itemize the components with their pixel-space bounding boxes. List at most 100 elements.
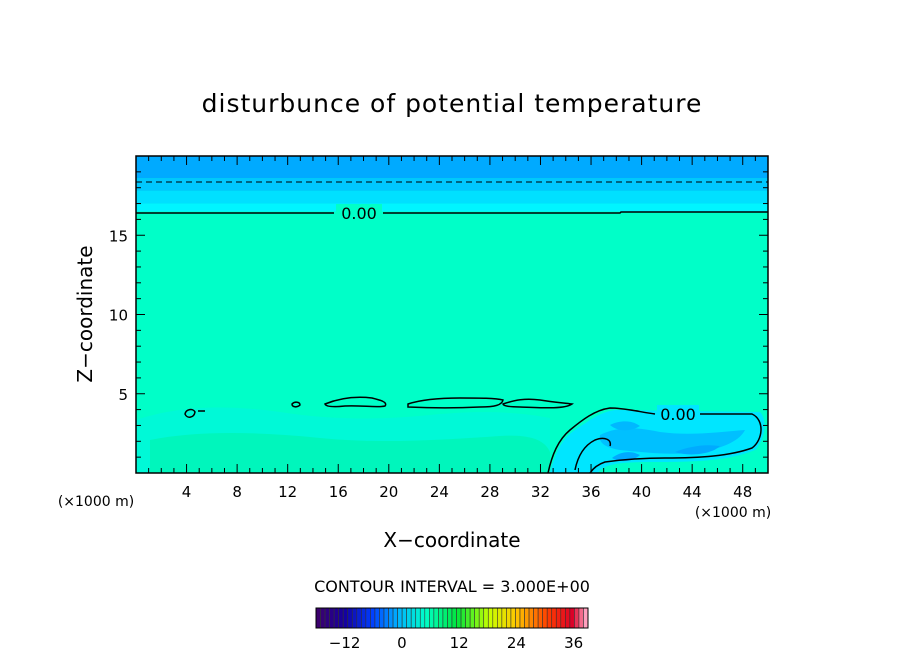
colorbar-ticks: −12 0 12 24 36: [329, 634, 583, 652]
colorbar-cell: [546, 607, 553, 629]
colorbar-cell: [320, 607, 326, 629]
x-tick-label: 12: [278, 483, 297, 501]
x-tick-label: 44: [683, 483, 702, 501]
colorbar-tick-label: 36: [564, 634, 583, 652]
colorbar-cell: [365, 607, 371, 629]
colorbar-cell: [415, 607, 421, 629]
x-unit-right: (×1000 m): [695, 505, 771, 521]
contour-cold-pool-outer: [547, 407, 762, 473]
low-patch-green: [150, 433, 550, 473]
contour-interval-text: CONTOUR INTERVAL = 3.000E+00: [314, 577, 590, 596]
colorbar-cell: [506, 607, 512, 629]
colorbar-cell: [351, 607, 358, 629]
x-tick-label: 28: [480, 483, 499, 501]
contour-low-blob-1: [324, 396, 387, 408]
colorbar-cell: [451, 607, 457, 629]
colorbar-cell: [379, 607, 385, 629]
colorbar-cell: [388, 607, 394, 629]
colorbar-cell: [397, 607, 403, 629]
x-tick-label: 16: [329, 483, 348, 501]
colorbar-cell: [537, 607, 543, 629]
field-upper-layer-1: [136, 203, 768, 212]
colorbar-cell: [465, 607, 471, 629]
contour-label-lower: 0.00: [660, 405, 696, 424]
colorbar-cell: [374, 607, 380, 629]
colorbar-tick-label: 0: [397, 634, 407, 652]
colorbar-cell: [338, 607, 344, 629]
colorbar-cell: [551, 607, 557, 629]
x-tick-label: 24: [430, 483, 449, 501]
colorbar-cell: [370, 607, 376, 629]
contour-small-blob: [291, 401, 301, 408]
colorbar-cell: [460, 607, 466, 629]
y-axis-label: Z−coordinate: [73, 245, 97, 382]
colorbar-cell: [347, 607, 353, 629]
colorbar-cell: [524, 607, 530, 629]
y-tick-label: 5: [118, 386, 128, 404]
colorbar-cell: [392, 607, 398, 629]
contour-low-blob-3: [502, 398, 574, 409]
colorbar-cell: [447, 607, 453, 629]
colorbar: [315, 607, 589, 629]
contour-lines: [136, 181, 768, 473]
colorbar-cell: [401, 607, 407, 629]
cold-pool-streak-2: [675, 445, 720, 455]
contour-cold-pool-inner: [574, 437, 612, 471]
colorbar-cell: [429, 607, 435, 629]
colorbar-cell: [419, 607, 426, 629]
colorbar-cell: [478, 607, 485, 629]
colorbar-tick-label: 24: [507, 634, 526, 652]
colorbar-cell: [324, 607, 330, 629]
colorbar-cell: [515, 607, 521, 629]
colorbar-cell: [442, 607, 448, 629]
colorbar-cell: [583, 607, 589, 629]
colorbar-cell: [528, 607, 534, 629]
colorbar-cell: [333, 607, 339, 629]
x-tick-label: 4: [182, 483, 192, 501]
colorbar-cell: [555, 607, 562, 629]
colorbar-cell: [560, 607, 566, 629]
colorbar-cell: [329, 607, 335, 629]
colorbar-cell: [315, 607, 321, 629]
y-tick-label: 10: [109, 307, 128, 325]
colorbar-cell: [383, 607, 389, 629]
colorbar-cell: [469, 607, 475, 629]
x-axis-ticks: 4 8 12 16 20 24 28 32 36 40 44 48: [148, 156, 756, 501]
colorbar-cell: [424, 607, 430, 629]
field-upper-layer-3: [136, 178, 768, 191]
colorbar-cell: [342, 607, 349, 629]
x-tick-label: 8: [232, 483, 242, 501]
plot-field: [136, 156, 768, 473]
x-unit-left: (×1000 m): [58, 494, 134, 510]
colorbar-cell: [497, 607, 503, 629]
chart-title: disturbunce of potential temperature: [202, 89, 703, 118]
colorbar-frame: [315, 607, 589, 629]
colorbar-cell: [533, 607, 539, 629]
colorbar-tick-label: −12: [329, 634, 361, 652]
x-tick-label: 20: [379, 483, 398, 501]
colorbar-cell: [501, 607, 507, 629]
contour-label-group: 0.00 0.00: [336, 204, 699, 424]
x-tick-label: 40: [632, 483, 651, 501]
field-upper-layer-2: [136, 190, 768, 204]
colorbar-cell: [542, 607, 548, 629]
colorbar-cell: [474, 607, 480, 629]
colorbar-cell: [406, 607, 412, 629]
colorbar-cell: [569, 607, 575, 629]
colorbar-cell: [578, 607, 584, 629]
colorbar-cell: [519, 607, 525, 629]
cold-pool-streak-3: [610, 421, 640, 431]
y-tick-label: 15: [109, 227, 128, 245]
colorbar-cell: [565, 607, 571, 629]
contour-zero-upper-right: [383, 211, 768, 214]
field-upper-layer-4: [136, 156, 768, 179]
colorbar-cell: [456, 607, 462, 629]
colorbar-cell: [356, 607, 362, 629]
colorbar-cell: [483, 607, 489, 629]
colorbar-cell: [361, 607, 367, 629]
colorbar-cell: [487, 607, 494, 629]
colorbar-cell: [510, 607, 516, 629]
contour-label-upper: 0.00: [341, 204, 377, 223]
contour-low-blob-2: [407, 397, 504, 409]
